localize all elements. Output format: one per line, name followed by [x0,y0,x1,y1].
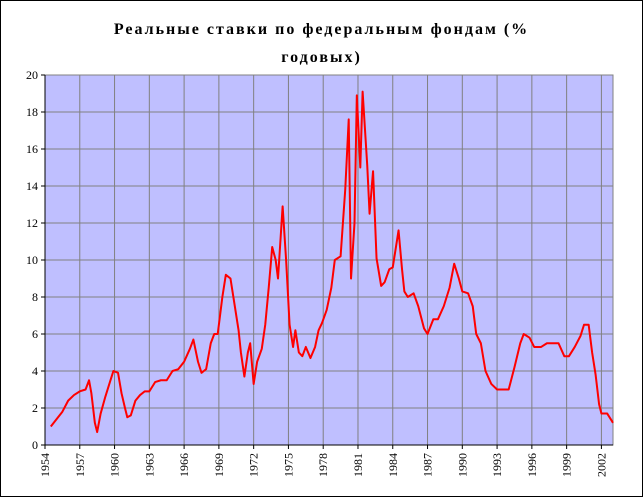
y-tick-label: 20 [26,68,38,82]
x-tick-label: 1966 [177,453,191,477]
x-tick-label: 1975 [281,453,295,477]
y-tick-label: 14 [26,179,38,193]
y-tick-label: 8 [32,290,38,304]
y-tick-label: 18 [26,105,38,119]
x-tick-label: 1963 [142,453,156,477]
x-tick-label: 1984 [386,453,400,477]
x-tick-label: 1981 [351,453,365,477]
x-tick-label: 1957 [73,453,87,477]
line-series [50,90,614,434]
x-tick-label: 1972 [247,453,261,477]
y-tick-label: 6 [32,327,38,341]
x-tick-label: 1954 [38,453,52,477]
x-tick-label: 1996 [525,453,539,477]
chart-title: Реальные ставки по федеральным фондам (%… [113,21,530,66]
x-tick-label: 1987 [421,453,435,477]
y-tick-label: 12 [26,216,38,230]
y-tick-label: 4 [32,364,38,378]
y-tick-label: 0 [32,438,38,452]
y-tick-label: 2 [32,401,38,415]
y-tick-label: 16 [26,142,38,156]
x-tick-label: 2002 [594,453,608,477]
x-tick-label: 1999 [560,453,574,477]
x-tick-label: 1990 [455,453,469,477]
x-tick-label: 1993 [490,453,504,477]
y-tick-label: 10 [26,253,38,267]
x-tick-label: 1969 [212,453,226,477]
x-tick-label: 1960 [108,453,122,477]
x-tick-label: 1978 [316,453,330,477]
